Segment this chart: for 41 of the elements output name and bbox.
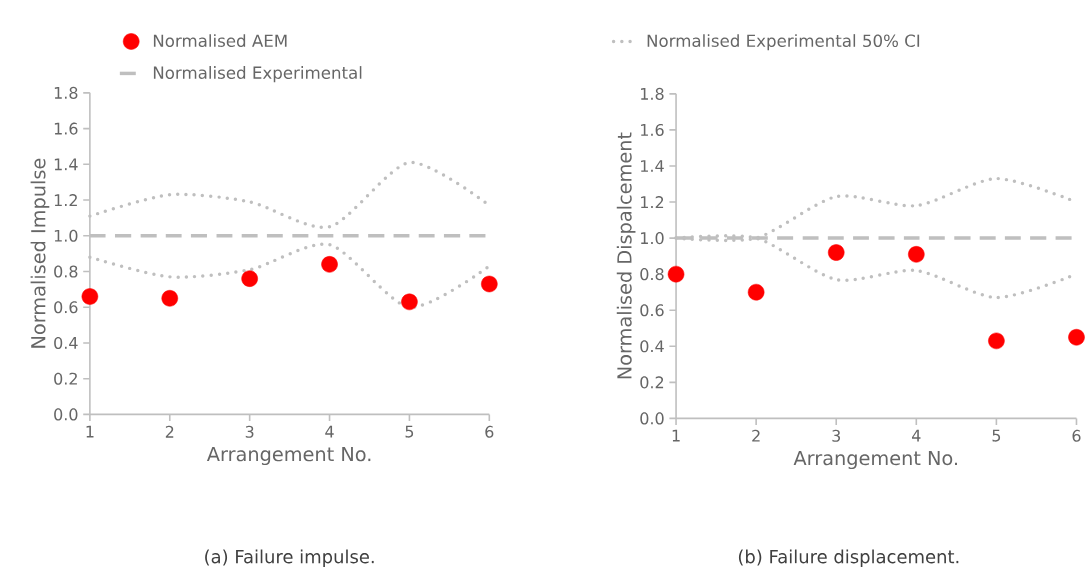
x-tick-label: 3	[832, 429, 841, 442]
y-axis-title: Normalised Dispalcement	[616, 132, 636, 379]
text: (b) Failure displacement.	[738, 549, 959, 567]
y-tick-label: 1.8	[641, 87, 664, 100]
x-tick-label: 1	[86, 425, 94, 438]
x-tick-label: 1	[672, 429, 680, 442]
y-tick-label: 1.8	[54, 86, 78, 99]
x-axis-title: Arrangement No.	[793, 450, 957, 469]
y-tick-label: 0.4	[54, 336, 78, 349]
y-tick-label: 0.6	[640, 304, 664, 317]
y-tick-label: 0.4	[640, 340, 664, 353]
y-tick-label: 1.6	[641, 123, 664, 136]
y-tick-label: 0.2	[54, 372, 77, 385]
legend-label: Normalised Experimental	[153, 66, 362, 83]
y-tick-label: 0.0	[640, 412, 664, 425]
y-tick-label: 1.0	[54, 229, 78, 242]
text: (a) Failure impulse.	[205, 549, 374, 567]
y-axis-title: Normalised Impulse	[30, 158, 50, 348]
y-tick-label: 1.4	[54, 158, 78, 171]
y-tick-label: 1.0	[641, 231, 664, 245]
x-tick-label: 5	[992, 429, 1001, 442]
y-tick-label: 1.4	[641, 160, 664, 172]
y-tick-label: 0.6	[54, 301, 78, 314]
x-tick-label: 4	[912, 429, 921, 442]
x-tick-label: 2	[165, 425, 174, 438]
y-tick-label: 0.8	[640, 268, 664, 281]
y-tick-label: 1.2	[54, 194, 77, 206]
x-tick-label: 4	[325, 425, 334, 438]
x-tick-label: 6	[1072, 429, 1081, 442]
x-axis-title: Arrangement No.	[206, 446, 371, 465]
y-tick-label: 0.8	[54, 265, 78, 278]
legend-label: Normalised AEM	[153, 34, 287, 47]
x-tick-label: 5	[405, 425, 414, 438]
x-tick-label: 6	[485, 425, 494, 438]
y-tick-label: 0.0	[54, 408, 78, 421]
y-tick-label: 1.2	[641, 196, 664, 208]
legend-label: Normalised Experimental 50% CI	[647, 34, 920, 51]
y-tick-label: 1.6	[54, 122, 78, 135]
x-tick-label: 3	[245, 425, 254, 438]
x-tick-label: 2	[752, 429, 760, 442]
y-tick-label: 0.2	[640, 376, 664, 389]
